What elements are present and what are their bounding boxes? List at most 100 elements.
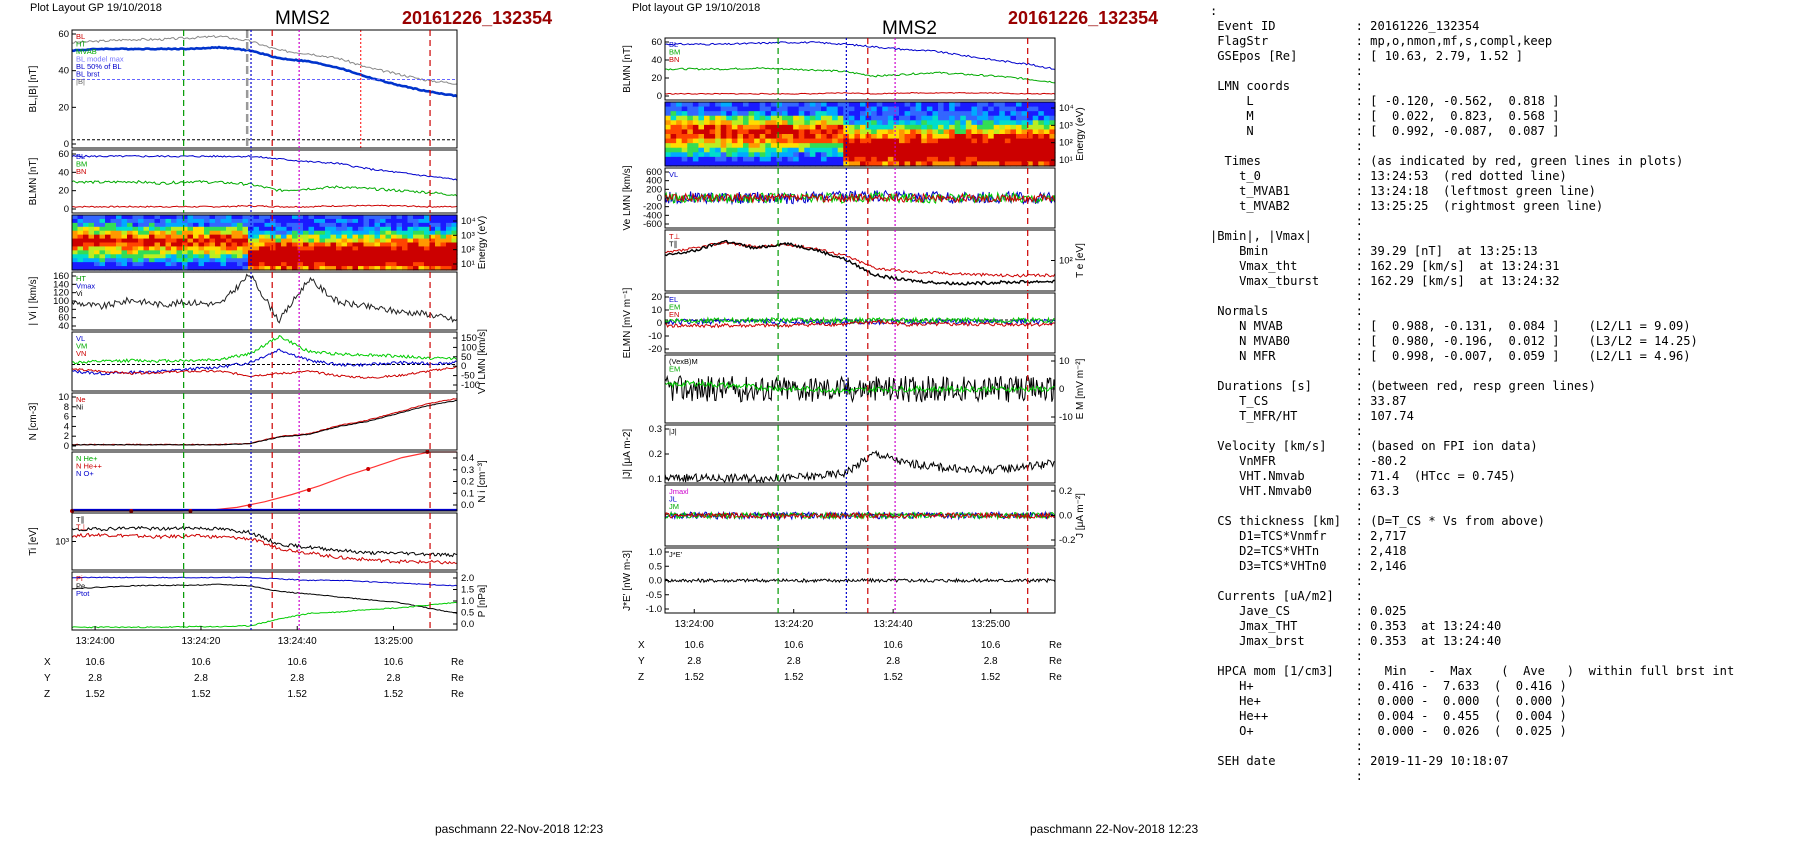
- spectrogram-cell: [899, 161, 906, 167]
- spectrogram-cell: [242, 246, 249, 251]
- middle-footer: paschmann 22-Nov-2018 12:23: [1030, 822, 1199, 836]
- spectrogram-cell: [308, 266, 315, 271]
- spectrogram-cell: [988, 102, 995, 108]
- spectrogram-cell: [176, 250, 183, 255]
- spectrogram-cell: [676, 115, 683, 121]
- spectrogram-cell: [127, 258, 134, 263]
- middle-panel-3-ytick-label: 0: [657, 193, 662, 204]
- spectrogram-cell: [319, 262, 326, 267]
- spectrogram-cell: [385, 230, 392, 236]
- spectrogram-cell: [281, 230, 288, 236]
- spectrogram-cell: [171, 222, 178, 228]
- summary-line: Bmin : 39.29 [nT] at 13:25:13: [1210, 244, 1538, 258]
- spectrogram-cell: [759, 115, 766, 121]
- spectrogram-cell: [413, 246, 420, 251]
- spectrogram-cell: [154, 266, 161, 271]
- spectrogram-cell: [336, 230, 343, 236]
- left-panel-5-right-tick-label: 50: [461, 352, 472, 363]
- spectrogram-cell: [704, 152, 711, 158]
- spectrogram-cell: [798, 161, 805, 167]
- left-panel-8-tpar-line: [71, 525, 458, 558]
- middle-pos-value: 1.52: [981, 672, 1001, 683]
- spectrogram-cell: [1043, 147, 1051, 153]
- spectrogram-cell: [215, 230, 222, 236]
- spectrogram-cell: [253, 215, 260, 220]
- spectrogram-cell: [160, 242, 167, 248]
- spectrogram-cell: [926, 120, 934, 126]
- spectrogram-cell: [804, 134, 811, 140]
- spectrogram-cell: [242, 230, 249, 236]
- spectrogram-cell: [237, 238, 244, 244]
- spectrogram-cell: [915, 124, 922, 131]
- spectrogram-cell: [932, 115, 939, 121]
- spectrogram-cell: [676, 129, 683, 135]
- middle-panel-8-right-label: J [μA m⁻²]: [1075, 493, 1086, 538]
- summary-line: Event ID : 20161226_132354: [1210, 19, 1480, 33]
- spectrogram-cell: [286, 246, 293, 251]
- spectrogram-cell: [380, 238, 387, 244]
- spectrogram-cell: [413, 254, 420, 259]
- spectrogram-cell: [743, 111, 750, 117]
- spectrogram-cell: [242, 258, 249, 263]
- spectrogram-cell: [832, 129, 839, 135]
- spectrogram-cell: [242, 215, 249, 220]
- spectrogram-cell: [165, 230, 172, 236]
- spectrogram-cell: [938, 143, 945, 149]
- spectrogram-cell: [798, 129, 805, 135]
- spectrogram-cell: [759, 156, 766, 163]
- spectrogram-cell: [215, 226, 222, 232]
- spectrogram-cell: [187, 266, 194, 271]
- spectrogram-cell: [670, 106, 677, 112]
- spectrogram-cell: [314, 230, 321, 236]
- spectrogram-cell: [347, 246, 354, 251]
- spectrogram-cell: [231, 254, 238, 259]
- spectrogram-cell: [854, 129, 861, 135]
- spectrogram-cell: [720, 106, 727, 112]
- spectrogram-cell: [105, 266, 112, 271]
- spectrogram-cell: [231, 226, 238, 232]
- spectrogram-cell: [369, 254, 376, 259]
- spectrogram-cell: [1010, 138, 1017, 144]
- spectrogram-cell: [325, 254, 332, 259]
- spectrogram-cell: [281, 262, 288, 267]
- spectrogram-cell: [854, 120, 861, 126]
- spectrogram-cell: [418, 254, 425, 259]
- spectrogram-cell: [99, 215, 106, 220]
- spectrogram-cell: [782, 147, 789, 153]
- left-panel-6-ytick-label: 10: [58, 392, 69, 403]
- spectrogram-cell: [882, 147, 889, 153]
- spectrogram-cell: [259, 230, 266, 236]
- spectrogram-cell: [731, 111, 739, 117]
- summary-line: O+ : 0.000 - 0.026 ( 0.025 ): [1210, 724, 1567, 738]
- left-panel-6-ne-line: [71, 398, 458, 446]
- spectrogram-cell: [1049, 129, 1056, 135]
- left-panel-7-legend-entry: N He++: [76, 462, 102, 471]
- spectrogram-cell: [143, 262, 150, 267]
- left-panel-9-frame: [71, 571, 458, 631]
- spectrogram-cell: [435, 215, 442, 220]
- spectrogram-cell: [692, 152, 700, 158]
- spectrogram-cell: [352, 238, 359, 244]
- spectrogram-cell: [204, 266, 211, 271]
- spectrogram-cell: [921, 120, 928, 126]
- spectrogram-cell: [154, 250, 161, 255]
- left-panel-2-bm-line: [71, 180, 458, 197]
- spectrogram-cell: [396, 226, 403, 232]
- spectrogram-cell: [687, 124, 694, 131]
- spectrogram-cell: [237, 258, 244, 263]
- spectrogram-cell: [692, 115, 700, 121]
- spectrogram-cell: [121, 234, 128, 240]
- spectrogram-cell: [402, 215, 409, 220]
- spectrogram-cell: [804, 147, 811, 153]
- spectrogram-cell: [726, 138, 733, 144]
- spectrogram-cell: [720, 111, 727, 117]
- spectrogram-cell: [451, 215, 458, 220]
- spectrogram-cell: [793, 106, 800, 112]
- spectrogram-cell: [993, 152, 1000, 158]
- spectrogram-cell: [72, 258, 79, 263]
- spectrogram-cell: [826, 147, 833, 153]
- left-panel-4-ytick-label: 120: [53, 288, 69, 299]
- spectrogram-cell: [754, 115, 761, 121]
- spectrogram-cell: [715, 147, 722, 153]
- spectrogram-cell: [776, 143, 783, 149]
